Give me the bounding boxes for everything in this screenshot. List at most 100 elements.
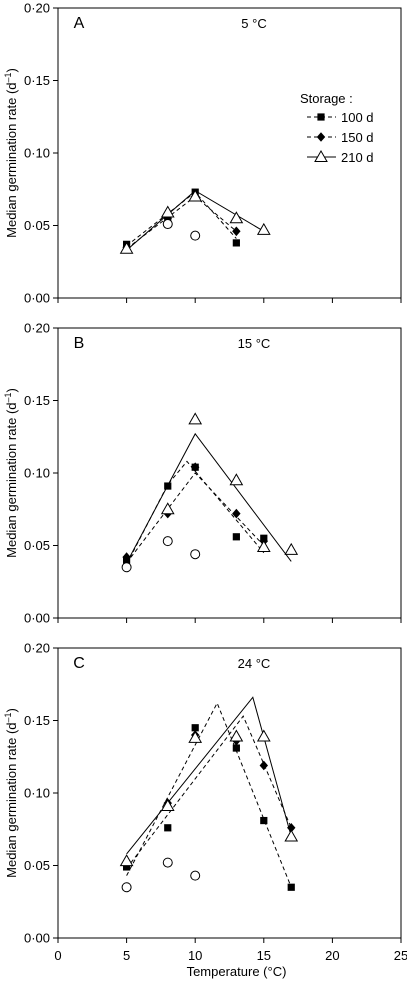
panel-letter: C bbox=[73, 655, 85, 672]
data-point-150d bbox=[232, 508, 241, 519]
fit-line-150d bbox=[126, 472, 265, 564]
data-point-210d bbox=[256, 539, 271, 552]
x-tick-label: 10 bbox=[188, 948, 202, 963]
plot-frame bbox=[57, 327, 402, 619]
plot-frame bbox=[57, 647, 402, 939]
data-point-unstored bbox=[162, 536, 173, 547]
data-point-unstored bbox=[190, 230, 201, 241]
data-point-150d bbox=[232, 226, 241, 237]
panel-letter: A bbox=[74, 15, 85, 32]
panel-title: 5 °C bbox=[241, 16, 266, 31]
data-point-unstored bbox=[190, 549, 201, 560]
data-point-210d bbox=[229, 729, 244, 742]
y-axis-label-text: Median germination rate (d bbox=[4, 403, 19, 558]
fit-line-100d bbox=[126, 701, 292, 888]
data-point-210d bbox=[160, 799, 175, 812]
data-point-100d bbox=[232, 239, 240, 247]
fit-line-100d bbox=[126, 460, 265, 565]
panel-a: 0·00 0·05 0·10 0·15 0·20 A 5 °C Median germinat… bbox=[3, 1, 402, 306]
y-axis-label-close: ) bbox=[4, 708, 19, 712]
panel-title: 24 °C bbox=[238, 656, 271, 671]
data-point-unstored bbox=[162, 857, 173, 868]
data-point-100d bbox=[260, 816, 268, 825]
legend-label: 150 d bbox=[341, 130, 374, 145]
data-point-210d bbox=[160, 502, 175, 515]
y-axis-label-sup: –1 bbox=[3, 72, 13, 82]
legend: Storage : 100 d 150 d 210 d bbox=[300, 91, 374, 165]
data-point-210d bbox=[256, 729, 271, 742]
panel-letter: B bbox=[74, 335, 85, 352]
y-axis-label-sup: –1 bbox=[3, 712, 13, 722]
y-axis-label-close: ) bbox=[4, 68, 19, 72]
data-point-210d bbox=[188, 730, 203, 743]
legend-label: 210 d bbox=[341, 150, 374, 165]
fit-line-210d bbox=[126, 432, 292, 564]
x-tick-label: 20 bbox=[325, 948, 339, 963]
y-tick-label: 0·15 bbox=[24, 713, 50, 728]
y-axis-label-text: Median germination rate (d bbox=[4, 83, 19, 238]
data-point-unstored bbox=[121, 882, 132, 893]
data-point-210d bbox=[160, 205, 175, 218]
data-point-210d bbox=[188, 412, 203, 425]
x-tick-label: 15 bbox=[257, 948, 271, 963]
legend-marker bbox=[317, 113, 325, 121]
data-point-150d bbox=[287, 823, 296, 833]
x-tick-label: 0 bbox=[54, 948, 61, 963]
data-point-210d bbox=[256, 222, 271, 235]
fit-line-210d bbox=[126, 696, 292, 855]
y-tick-label: 0·20 bbox=[24, 641, 50, 656]
y-tick-label: 0·10 bbox=[24, 466, 50, 481]
x-tick-label: 25 bbox=[394, 948, 407, 963]
y-axis-label: Median germination rate (d–1) bbox=[3, 708, 19, 878]
data-point-210d bbox=[119, 241, 134, 254]
data-point-210d bbox=[284, 542, 299, 555]
y-axis-label: Median germination rate (d–1) bbox=[3, 388, 19, 558]
data-point-150d bbox=[191, 462, 200, 472]
data-point-100d bbox=[164, 482, 172, 490]
data-point-210d bbox=[229, 473, 244, 486]
data-point-210d bbox=[229, 211, 244, 224]
y-tick-label: 0·00 bbox=[24, 291, 50, 306]
data-point-unstored bbox=[121, 562, 132, 573]
data-point-unstored bbox=[190, 870, 201, 881]
y-tick-label: 0·10 bbox=[24, 786, 50, 801]
data-point-210d bbox=[284, 829, 299, 842]
fit-line-100d bbox=[126, 191, 237, 247]
x-axis-label: Temperature (°C) bbox=[187, 964, 287, 979]
y-axis-label-sup: –1 bbox=[3, 392, 13, 402]
y-axis-label-close: ) bbox=[4, 388, 19, 392]
data-point-150d bbox=[122, 552, 131, 562]
y-axis-label-text: Median germination rate (d bbox=[4, 723, 19, 878]
x-tick-label: 5 bbox=[123, 948, 130, 963]
panel-b: 0·00 0·05 0·10 0·15 0·20 B 15 °C Median germina… bbox=[3, 321, 402, 626]
legend-label: 100 d bbox=[341, 110, 374, 125]
y-tick-label: 0·15 bbox=[24, 393, 50, 408]
legend-marker bbox=[316, 132, 326, 142]
y-axis-label: Median germination rate (d–1) bbox=[3, 68, 19, 238]
data-point-unstored bbox=[162, 219, 173, 230]
data-point-100d bbox=[164, 824, 172, 832]
fit-line-150d bbox=[126, 715, 292, 869]
y-tick-label: 0·20 bbox=[24, 321, 50, 336]
data-point-100d bbox=[191, 724, 199, 732]
legend-title: Storage : bbox=[300, 91, 353, 106]
panel-c: 0·00 0·05 0·10 0·15 0·20 0 5 10 15 20 25 C 24 °C Medi… bbox=[3, 641, 407, 964]
data-point-100d bbox=[232, 744, 240, 752]
y-tick-label: 0·05 bbox=[24, 218, 50, 233]
y-tick-label: 0·20 bbox=[24, 1, 50, 16]
panel-title: 15 °C bbox=[238, 336, 271, 351]
y-tick-label: 0·00 bbox=[24, 931, 50, 946]
legend-marker bbox=[314, 149, 328, 162]
data-point-210d bbox=[188, 189, 203, 202]
data-point-100d bbox=[232, 533, 240, 541]
data-point-100d bbox=[287, 883, 295, 891]
y-tick-label: 0·05 bbox=[24, 538, 50, 553]
y-tick-label: 0·10 bbox=[24, 146, 50, 161]
y-tick-label: 0·15 bbox=[24, 73, 50, 88]
y-tick-label: 0·05 bbox=[24, 858, 50, 873]
data-point-150d bbox=[259, 760, 268, 771]
fit-line-150d bbox=[126, 195, 237, 250]
y-tick-label: 0·00 bbox=[24, 611, 50, 626]
